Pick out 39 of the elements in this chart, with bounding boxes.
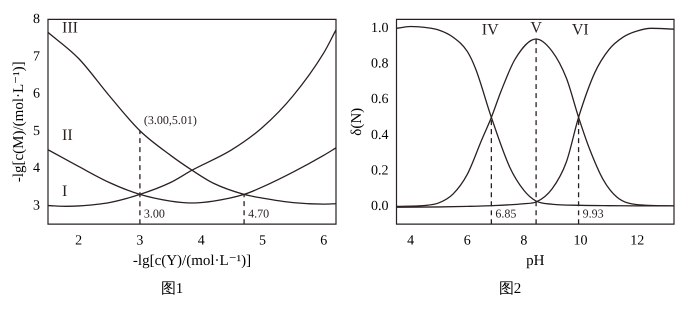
x-tick-label: 8 — [520, 233, 528, 248]
series-label: I — [62, 182, 68, 200]
annotation: 4.70 — [248, 206, 270, 220]
series-label: VI — [572, 22, 589, 39]
y-tick-label: 8 — [33, 12, 40, 28]
x-axis-title: -lg[c(Y)/(mol·L⁻¹)] — [132, 252, 252, 269]
x-tick-label: 2 — [75, 233, 82, 248]
y-axis-title: δ(N) — [348, 108, 365, 136]
y-tick-label: 5 — [33, 124, 40, 139]
annotation: (3.00,5.01) — [144, 112, 197, 127]
series-label: III — [62, 20, 78, 37]
annotation: 9.93 — [582, 206, 604, 220]
y-tick-label: 0.2 — [371, 163, 388, 178]
x-tick-label: 3 — [136, 233, 144, 248]
text: 图1 — [160, 280, 184, 297]
y-tick-label: 6 — [33, 86, 40, 102]
annotation: 6.85 — [495, 206, 516, 220]
x-tick-label: 4 — [407, 233, 414, 248]
series-label: IV — [482, 22, 500, 39]
y-tick-label: 0.4 — [371, 128, 388, 143]
text: 图2 — [498, 280, 522, 297]
x-tick-label: 5 — [258, 233, 266, 248]
x-tick-label: 4 — [198, 233, 205, 248]
annotation: 3.00 — [144, 206, 165, 220]
y-tick-label: 0.0 — [371, 199, 388, 214]
y-axis-title: -lg[c(M)/(mol·L⁻¹)] — [10, 61, 27, 182]
y-tick-label: 0.8 — [371, 56, 388, 72]
x-tick-label: 10 — [574, 233, 588, 248]
y-tick-label: 3 — [33, 198, 40, 214]
y-tick-label: 4 — [33, 161, 40, 176]
y-tick-label: 7 — [33, 49, 40, 64]
series-label: II — [62, 126, 73, 144]
x-tick-label: 12 — [630, 233, 644, 248]
x-tick-label: 6 — [464, 233, 471, 248]
x-tick-label: 6 — [320, 233, 328, 248]
y-tick-label: 0.6 — [371, 92, 388, 108]
series-label: V — [530, 20, 542, 37]
x-axis-title: pH — [526, 252, 545, 269]
y-tick-label: 1.0 — [371, 20, 388, 36]
